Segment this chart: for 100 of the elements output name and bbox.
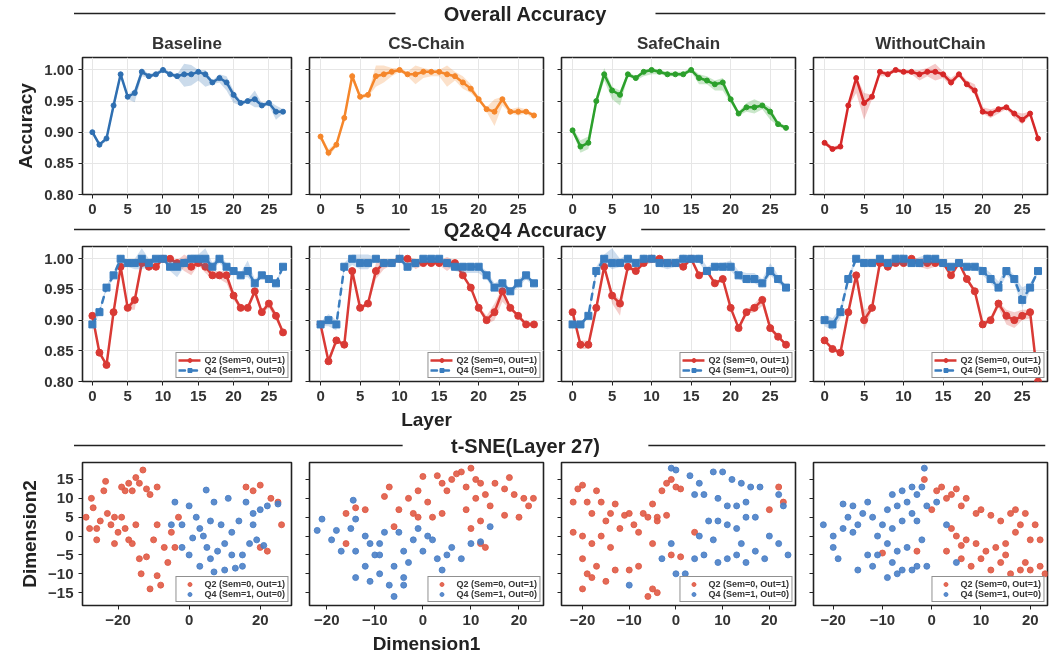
x-tick-label: −20	[820, 610, 846, 628]
x-tick-label: 5	[859, 386, 869, 404]
y-tick-label: 5	[65, 508, 74, 526]
x-tick-label: 15	[189, 386, 207, 404]
chart-title: SafeChain	[636, 33, 721, 53]
x-tick-label: 0	[671, 610, 681, 628]
x-tick-label: 10	[972, 610, 990, 628]
x-tick-label: −10	[616, 610, 642, 628]
y-tick-label: −10	[48, 564, 74, 582]
legend-label: Q2 (Sem=0, Out=1)	[708, 355, 789, 365]
x-tick-label: 20	[1021, 610, 1039, 628]
x-tick-label: 10	[154, 386, 172, 404]
x-tick-label: 0	[88, 386, 97, 404]
x-tick-label: 0	[316, 386, 325, 404]
x-tick-label: 20	[974, 386, 992, 404]
x-tick-label: 20	[470, 386, 488, 404]
y-tick-label: 0	[65, 527, 74, 545]
x-tick-label: 25	[260, 386, 278, 404]
x-tick-label: 0	[568, 199, 577, 217]
x-tick-label: −20	[314, 610, 340, 628]
legend-label: Q2 (Sem=0, Out=1)	[960, 579, 1041, 589]
legend-label: Q4 (Sem=1, Out=0)	[960, 365, 1041, 375]
x-tick-label: 15	[430, 199, 448, 217]
x-tick-label: 5	[859, 199, 869, 217]
x-tick-label: 5	[123, 199, 132, 217]
x-tick-label: 0	[927, 610, 936, 628]
y-tick-label: 0.95	[44, 92, 74, 110]
chart-subtitle: t-SNE(Layer 27)	[451, 434, 600, 457]
legend-label: Q4 (Sem=1, Out=0)	[708, 589, 789, 599]
x-tick-label: 20	[974, 199, 992, 217]
legend-label: Q4 (Sem=1, Out=0)	[456, 365, 537, 375]
chart-title: WithoutChain	[875, 33, 986, 53]
x-tick-label: 15	[430, 386, 448, 404]
y-tick-label: 0.90	[44, 123, 74, 141]
y-tick-label: 0.90	[44, 311, 74, 329]
x-tick-label: 10	[391, 199, 408, 217]
x-tick-label: 5	[355, 386, 365, 404]
x-tick-label: 20	[225, 199, 242, 217]
x-tick-label: 25	[761, 199, 779, 217]
x-tick-label: 15	[682, 199, 700, 217]
legend-label: Q2 (Sem=0, Out=1)	[960, 355, 1041, 365]
legend-label: Q4 (Sem=1, Out=0)	[204, 365, 285, 375]
chart-subtitle: Q2&Q4 Accuracy	[443, 218, 608, 241]
x-tick-label: 25	[509, 386, 527, 404]
x-tick-label: 10	[895, 199, 912, 217]
x-tick-label: −10	[869, 610, 896, 628]
x-tick-label: 20	[761, 610, 778, 628]
x-tick-label: 20	[251, 610, 269, 628]
y-tick-label: 0.85	[44, 341, 74, 359]
x-tick-label: 5	[607, 386, 617, 404]
x-tick-label: 25	[260, 199, 278, 217]
x-tick-label: 10	[391, 386, 408, 404]
x-tick-label: −10	[362, 610, 388, 628]
x-tick-label: −20	[105, 610, 131, 628]
x-tick-label: 25	[1013, 386, 1031, 404]
legend-label: Q4 (Sem=1, Out=0)	[456, 589, 537, 599]
y-tick-label: −15	[48, 583, 74, 601]
y-axis-title: Dimension2	[19, 480, 41, 588]
legend-label: Q2 (Sem=0, Out=1)	[708, 579, 789, 589]
x-tick-label: 20	[510, 610, 528, 628]
x-tick-label: 15	[934, 199, 952, 217]
x-tick-label: 20	[470, 199, 488, 217]
x-tick-label: 10	[643, 199, 660, 217]
x-tick-label: 5	[355, 199, 365, 217]
x-tick-label: 5	[123, 386, 132, 404]
x-tick-label: 20	[225, 386, 242, 404]
x-tick-label: −20	[569, 610, 596, 628]
x-tick-label: 0	[316, 199, 325, 217]
x-axis-title: Layer	[401, 408, 453, 430]
y-axis-title: Accuracy	[15, 82, 37, 169]
chart-title: CS-Chain	[388, 33, 465, 53]
x-tick-label: 0	[418, 610, 428, 628]
x-tick-label: 0	[820, 386, 829, 404]
x-tick-label: 10	[154, 199, 172, 217]
y-tick-label: −5	[56, 545, 74, 563]
x-tick-label: 25	[1013, 199, 1031, 217]
x-tick-label: 20	[722, 386, 740, 404]
legend-label: Q4 (Sem=1, Out=0)	[960, 589, 1041, 599]
y-tick-label: 10	[56, 489, 74, 507]
x-tick-label: 20	[722, 199, 740, 217]
legend-label: Q4 (Sem=1, Out=0)	[708, 365, 789, 375]
x-tick-label: 10	[895, 386, 912, 404]
chart-title: Baseline	[152, 33, 222, 53]
y-tick-label: 1.00	[44, 60, 74, 78]
y-tick-label: 15	[56, 470, 74, 488]
x-tick-label: 5	[607, 199, 617, 217]
x-tick-label: 10	[714, 610, 731, 628]
y-tick-label: 0.80	[44, 185, 74, 203]
x-tick-label: 0	[820, 199, 829, 217]
x-tick-label: 0	[184, 610, 194, 628]
x-tick-label: 15	[189, 199, 207, 217]
legend-label: Q4 (Sem=1, Out=0)	[204, 589, 285, 599]
x-tick-label: 10	[643, 386, 660, 404]
y-tick-label: 1.00	[44, 249, 74, 267]
x-tick-label: 25	[761, 386, 779, 404]
x-tick-label: 15	[934, 386, 952, 404]
y-tick-label: 0.85	[44, 154, 74, 172]
legend-label: Q2 (Sem=0, Out=1)	[456, 355, 537, 365]
y-tick-label: 0.80	[44, 372, 74, 390]
chart-subtitle: Overall Accuracy	[443, 2, 608, 25]
